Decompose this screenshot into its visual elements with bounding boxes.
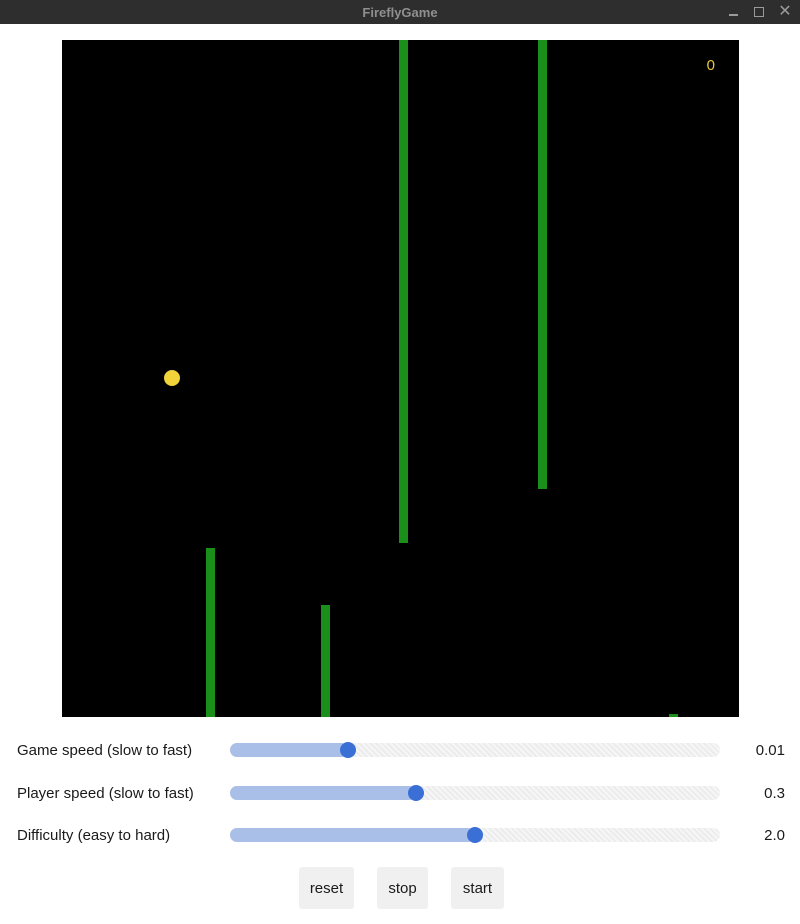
game-canvas[interactable]: 0 xyxy=(62,40,739,717)
title-bar: FireflyGame ✕ xyxy=(0,0,800,24)
game-scene xyxy=(164,40,678,717)
game-speed-row: Game speed (slow to fast) 0.01 xyxy=(0,730,800,770)
maximize-icon[interactable] xyxy=(752,5,766,19)
difficulty-value: 2.0 xyxy=(764,826,785,844)
score-counter: 0 xyxy=(706,57,715,74)
reset-button[interactable]: reset xyxy=(299,867,354,909)
minimize-icon[interactable] xyxy=(726,5,740,19)
obstacle-bottom-3 xyxy=(669,714,678,717)
player-speed-value: 0.3 xyxy=(764,784,785,802)
game-speed-value: 0.01 xyxy=(755,741,785,759)
start-button[interactable]: start xyxy=(451,867,504,909)
player-speed-label: Player speed (slow to fast) xyxy=(17,784,194,802)
player-speed-slider-fill xyxy=(230,786,416,800)
difficulty-slider[interactable] xyxy=(230,827,720,843)
firefly-player xyxy=(164,370,180,386)
window-controls: ✕ xyxy=(726,0,792,24)
game-speed-slider-fill xyxy=(230,743,348,757)
difficulty-row: Difficulty (easy to hard) 2.0 xyxy=(0,815,800,855)
game-speed-label: Game speed (slow to fast) xyxy=(17,741,193,759)
player-speed-row: Player speed (slow to fast) 0.3 xyxy=(0,773,800,813)
close-icon[interactable]: ✕ xyxy=(778,3,792,20)
stop-button[interactable]: stop xyxy=(377,867,428,909)
window-title: FireflyGame xyxy=(362,4,438,20)
button-bar: reset stop start xyxy=(0,867,800,909)
game-speed-slider-thumb[interactable] xyxy=(340,742,356,758)
difficulty-slider-thumb[interactable] xyxy=(467,827,483,843)
player-speed-slider-thumb[interactable] xyxy=(408,785,424,801)
game-speed-slider[interactable] xyxy=(230,742,720,758)
obstacle-top-2 xyxy=(538,40,547,489)
obstacle-bottom-1 xyxy=(206,548,215,717)
player-speed-slider[interactable] xyxy=(230,785,720,801)
difficulty-label: Difficulty (easy to hard) xyxy=(17,826,171,844)
difficulty-slider-fill xyxy=(230,828,475,842)
obstacle-bottom-2 xyxy=(321,605,330,717)
obstacle-top-1 xyxy=(399,40,408,543)
